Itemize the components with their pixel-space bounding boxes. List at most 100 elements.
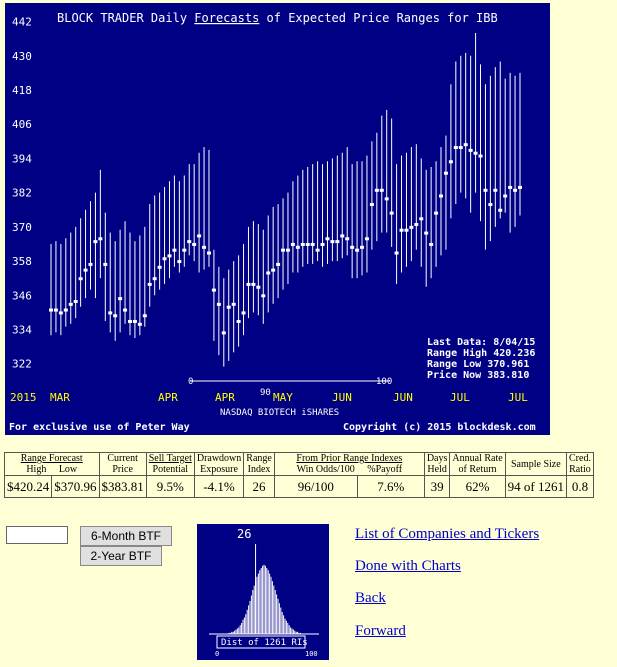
val-low: $370.96 [51,475,100,498]
price-tick [73,300,78,304]
hdr-from-prior: From Prior Range Indexes Win Odds/100 %Pa… [273,452,425,476]
price-tick [463,143,468,147]
price-tick [266,271,271,275]
dist-axis-left: 0 [215,650,219,658]
price-tick [236,319,241,323]
x-axis-label: JUL [508,391,528,404]
price-tick [488,203,493,207]
price-tick [118,297,123,301]
price-tick [439,194,444,198]
price-tick [414,223,419,227]
price-tick [93,240,98,244]
price-tick [167,254,172,258]
price-tick [429,242,434,246]
price-tick [374,188,379,192]
price-tick [197,234,202,238]
info-range-high: Range High 420.236 [427,347,535,359]
val-payoff: 7.6% [356,475,425,498]
price-tick [335,240,340,244]
list-companies-link[interactable]: List of Companies and Tickers [355,526,540,542]
price-tick [281,248,286,252]
price-tick [211,288,216,292]
price-tick [123,308,128,312]
price-tick [226,305,231,309]
price-tick [108,311,113,315]
price-tick [434,211,439,215]
hdr-sample-size: Sample Size [504,452,568,476]
price-tick [98,237,103,241]
price-tick [409,225,414,229]
back-link[interactable]: Back [355,590,386,606]
price-tick [127,319,132,323]
price-tick [493,188,498,192]
stats-table: Range Forecast High Low Current Price Sell… [3,452,594,498]
price-tick [271,268,276,272]
val-sell-target: 9.5% [145,475,195,498]
x-axis-label: JUN [332,391,352,404]
price-tick [419,217,424,221]
price-tick [330,240,335,244]
val-current-price: $383.81 [98,475,147,498]
price-tick [355,248,360,252]
x-axis-label: 2015 [10,391,37,404]
price-tick [340,234,345,238]
price-tick [394,251,399,255]
price-tick [478,154,483,158]
price-tick [360,245,365,249]
dist-caption: Dist of 1261 RIs [221,638,308,648]
price-tick [295,245,300,249]
range-index-distribution: 26 Dist of 1261 RIs 0 100 [197,524,329,660]
two-year-btf-button[interactable]: 2-Year BTF [80,546,162,566]
x-axis-label: MAY [273,391,293,404]
price-tick [404,228,409,232]
y-tick-label: 322 [12,358,32,371]
price-tick [300,242,305,246]
price-tick [483,188,488,192]
done-with-charts-link[interactable]: Done with Charts [355,558,461,574]
price-tick [379,188,384,192]
info-price-now: Price Now 383.810 [427,369,529,381]
y-tick-label: 370 [12,221,32,234]
price-tick [364,237,369,241]
ticker-input[interactable] [6,526,68,544]
price-tick [221,331,226,335]
six-month-btf-button[interactable]: 6-Month BTF [80,526,172,546]
price-tick [88,262,93,266]
hdr-cred-ratio: Cred. Ratio [566,452,594,476]
x-axis-label: MAR [50,391,70,404]
dist-axis-right: 100 [305,650,318,658]
price-tick [177,260,182,264]
price-tick [508,185,513,189]
x-axis-label: APR [158,391,178,404]
price-tick [53,308,58,312]
range-scale-right: 100 [376,377,392,387]
y-tick-label: 346 [12,289,32,302]
price-tick [503,194,508,198]
price-tick [83,268,88,272]
forward-link[interactable]: Forward [355,623,406,639]
price-tick [68,302,73,306]
forecast-chart-svg: BLOCK TRADER Daily Forecasts of Expected… [9,11,536,433]
price-tick [369,203,374,207]
price-tick [389,211,394,215]
price-tick [345,237,350,241]
hdr-days-held: Days Held [423,452,451,476]
val-range-index: 26 [243,475,275,498]
price-tick [231,302,236,306]
price-tick [132,319,137,323]
price-tick [473,151,478,155]
x-axis-label: APR [215,391,235,404]
price-tick [350,245,355,249]
val-annual-rate: 62% [449,475,506,498]
price-tick [399,228,404,232]
y-tick-label: 358 [12,255,32,268]
price-tick [78,277,83,281]
hdr-current-price: Current Price [98,452,147,476]
info-range-low: Range Low 370.961 [427,359,529,370]
price-tick [448,160,453,164]
price-tick [206,251,211,255]
price-tick [320,242,325,246]
price-tick [261,294,266,298]
price-tick [202,245,207,249]
price-tick [251,282,256,286]
